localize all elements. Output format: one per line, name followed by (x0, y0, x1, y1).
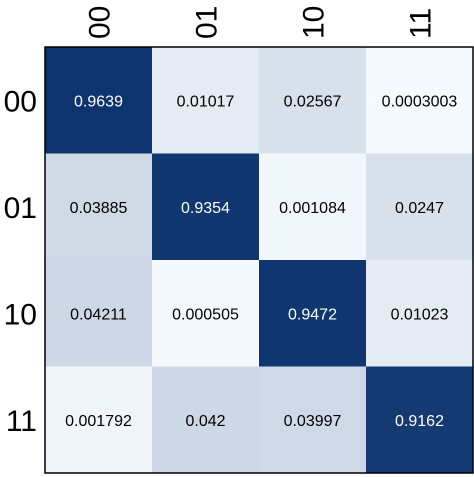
heatmap-cell-value: 0.9354 (181, 200, 230, 217)
x-tick-label: 00 (84, 6, 117, 39)
heatmap-cell-value: 0.001084 (279, 200, 346, 217)
heatmap-cell (259, 366, 367, 474)
heatmap-cell-value: 0.042 (185, 413, 225, 430)
x-tick-label: 10 (298, 6, 331, 39)
heatmap-cell (366, 153, 474, 261)
heatmap-cell-value: 0.001792 (65, 413, 132, 430)
heatmap-cell (259, 47, 367, 154)
heatmap-cell (45, 260, 153, 367)
heatmap-cell (152, 260, 260, 367)
heatmap-cell (45, 366, 153, 474)
heatmap-cell-value: 0.000505 (172, 306, 239, 323)
heatmap-cell-value: 0.01017 (177, 93, 235, 110)
heatmap-cell-value: 0.9162 (395, 413, 444, 430)
y-tick-label: 11 (6, 405, 37, 438)
heatmap-cell (152, 366, 260, 474)
heatmap-cell (45, 153, 153, 261)
heatmap-cell (366, 260, 474, 367)
heatmap-cell-value: 0.03885 (70, 200, 128, 217)
heatmap-cell (152, 47, 260, 154)
heatmap-frame (44, 46, 474, 474)
y-tick-label: 10 (4, 298, 37, 331)
heatmap-cell-value: 0.9472 (288, 306, 337, 323)
heatmap-cell-value: 0.9639 (74, 93, 123, 110)
heatmap-cell-value: 0.04211 (70, 306, 127, 323)
x-tick-label: 01 (191, 6, 224, 39)
heatmap-cell-value: 0.03997 (284, 413, 342, 430)
heatmap-cell (45, 47, 153, 154)
y-tick-label: 00 (4, 85, 37, 118)
heatmap-cell-value: 0.01023 (391, 306, 449, 323)
heatmap-cell-value: 0.02567 (284, 93, 342, 110)
heatmap-cell-value: 0.0003003 (382, 93, 458, 110)
y-tick-label: 01 (4, 192, 37, 225)
heatmap-cell-value: 0.0247 (395, 200, 444, 217)
x-tick-label: 11 (405, 8, 438, 39)
x-tick-labels: 00 01 10 11 (84, 6, 438, 39)
heatmap-cells (45, 47, 474, 474)
heatmap-cell (259, 260, 367, 367)
heatmap-cell-labels: 0.9639 0.01017 0.02567 0.0003003 0.03885 0.93… (65, 93, 457, 430)
heatmap-cell (366, 47, 474, 154)
heatmap-cell (152, 153, 260, 261)
y-tick-labels: 00 01 10 11 (4, 85, 37, 438)
heatmap-cell (366, 366, 474, 474)
heatmap-cell (259, 153, 367, 261)
